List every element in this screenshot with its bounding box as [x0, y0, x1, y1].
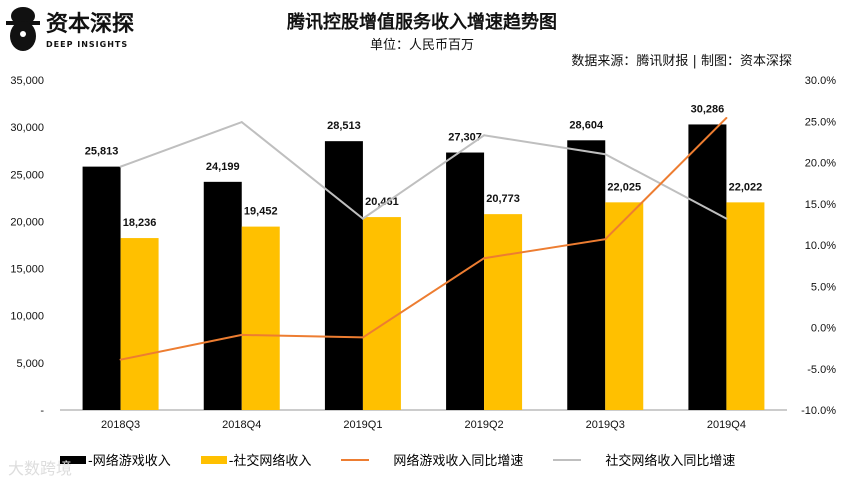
chart-title: 腾讯控股增值服务收入增速趋势图	[287, 12, 557, 33]
x-tick-label: 2019Q4	[707, 419, 746, 431]
y2-tick-label: 5.0%	[811, 281, 836, 293]
data-label: 25,813	[85, 146, 119, 158]
line-point	[119, 358, 122, 361]
watermark: 大数跨境	[8, 459, 73, 478]
data-label: 28,513	[327, 120, 361, 132]
y2-tick-label: 25.0%	[805, 116, 836, 128]
logo-name: 资本深探	[46, 12, 135, 37]
bar-social	[605, 202, 644, 410]
y-tick-label: 35,000	[10, 75, 44, 87]
data-label: 27,307	[448, 132, 482, 144]
data-label: 24,199	[206, 161, 240, 173]
line-social-growth	[120, 120, 727, 220]
y-tick-label: 25,000	[10, 169, 44, 181]
bar-game	[324, 141, 363, 410]
legend-swatch	[341, 458, 370, 461]
line-point	[240, 121, 243, 124]
line-point	[483, 257, 486, 260]
legend-label: 网络游戏收入同比增速	[393, 454, 524, 469]
data-label: 18,236	[123, 217, 157, 229]
y2-tick-label: -5.0%	[807, 364, 836, 376]
legend: -网络游戏收入 -社交网络收入 网络游戏收入同比增速 社交网络收入同比增速	[60, 450, 765, 469]
data-label: 28,604	[569, 119, 604, 131]
line-point	[361, 336, 364, 339]
line-point	[725, 116, 728, 119]
data-label: 30,286	[691, 103, 725, 115]
line-point	[725, 217, 728, 220]
bar-game	[203, 181, 242, 410]
x-tick-label: 2018Q3	[101, 419, 140, 431]
legend-swatch	[553, 458, 582, 461]
y-tick-label: 20,000	[10, 216, 44, 228]
line-point	[483, 134, 486, 137]
bar-game	[688, 124, 727, 410]
x-tick-label: 2019Q2	[465, 419, 504, 431]
x-tick-label: 2019Q3	[586, 419, 625, 431]
bar-social	[362, 217, 401, 410]
legend-swatch	[200, 455, 227, 464]
data-label: 19,452	[244, 206, 278, 218]
bar-game	[567, 140, 606, 410]
bar-social	[120, 238, 159, 410]
legend-label: -网络游戏收入	[88, 454, 171, 469]
data-label: 22,022	[729, 181, 763, 193]
line-point	[240, 333, 243, 336]
y-tick-label: 10,000	[10, 311, 44, 323]
legend-label: 社交网络收入同比增速	[605, 454, 736, 469]
line-game-growth	[120, 117, 728, 361]
line-point	[119, 165, 122, 168]
y2-tick-label: 15.0%	[805, 199, 836, 211]
y2-tick-label: 0.0%	[811, 323, 836, 335]
y2-tick-label: 10.0%	[805, 240, 836, 252]
line-point	[361, 217, 364, 220]
bar-social	[726, 202, 765, 410]
legend-swatch	[60, 455, 86, 464]
bar-social	[484, 214, 523, 410]
x-tick-label: 2018Q4	[222, 419, 261, 431]
y-tick-label: 30,000	[10, 122, 44, 134]
bar-game	[82, 166, 121, 410]
legend-item-game: -网络游戏收入	[60, 450, 171, 469]
legend-item-social: -社交网络收入	[200, 450, 312, 469]
line-point	[604, 238, 607, 241]
logo-sub: DEEP INSIGHTS	[46, 40, 129, 49]
y-tick-label: 15,000	[10, 264, 44, 276]
plot-area: - 5,000 10,000 15,000 20,000 25,000 30,000 35,0…	[10, 75, 836, 431]
logo: 资本深探 DEEP INSIGHTS	[4, 4, 144, 54]
y-tick-label: -	[40, 405, 44, 417]
bar-game	[446, 152, 485, 410]
y2-tick-label: 20.0%	[805, 158, 836, 170]
detective-logo-icon	[6, 7, 40, 51]
y2-tick-label: -10.0%	[801, 405, 836, 417]
line-point	[604, 153, 607, 156]
x-tick-label: 2019Q1	[343, 419, 382, 431]
legend-item-social-growth: 社交网络收入同比增速	[553, 450, 735, 469]
legend-item-game-growth: 网络游戏收入同比增速	[341, 450, 523, 469]
source-note: 数据来源：腾讯财报 | 制图：资本深探	[571, 54, 792, 69]
data-label: 20,773	[486, 193, 520, 205]
y-tick-label: 5,000	[16, 358, 44, 370]
bar-social	[241, 226, 280, 410]
data-label: 22,025	[607, 181, 641, 193]
y2-tick-label: 30.0%	[805, 75, 836, 87]
unit-label: 单位：人民币百万	[369, 38, 474, 53]
legend-label: -社交网络收入	[228, 454, 312, 469]
